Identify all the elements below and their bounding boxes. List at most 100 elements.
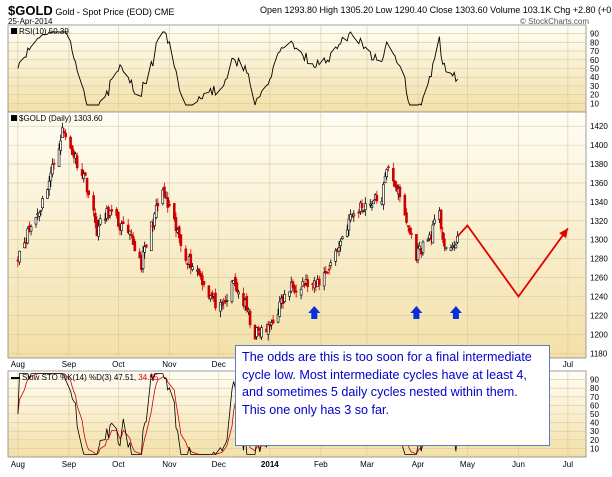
candle-body [84, 172, 87, 176]
price-tick-label: 1280 [590, 255, 608, 264]
candle-body [131, 235, 135, 245]
candle-body [364, 203, 367, 211]
sto-tick-label: 70 [590, 393, 599, 402]
candle-body [87, 190, 90, 195]
candle-body [392, 168, 395, 182]
sto-x-tick-label: Mar [360, 460, 374, 469]
candle-body [219, 302, 222, 312]
candle-body [18, 250, 21, 263]
candle-body [184, 248, 188, 261]
candle-body [57, 148, 61, 168]
candle-body [174, 217, 178, 231]
sto-x-tick-label: Jun [512, 460, 525, 469]
price-x-tick-label: Oct [112, 360, 125, 369]
candle-body [39, 210, 43, 212]
candle-body [395, 184, 398, 192]
candle-body [340, 236, 344, 240]
cycle-low-arrow-icon [449, 306, 462, 319]
candle-body [126, 224, 130, 233]
sto-x-tick-label: Jul [563, 460, 573, 469]
watermark: © StockCharts.com [520, 17, 590, 26]
candle-body [143, 246, 146, 253]
candle-body [329, 262, 333, 267]
cycle-low-arrow-icon [410, 306, 423, 319]
candle-body [108, 210, 112, 216]
price-tick-label: 1320 [590, 217, 608, 226]
candle-body [416, 247, 420, 261]
legend-swatch-icon [11, 28, 17, 34]
candle-body [130, 234, 133, 237]
candle-body [247, 309, 250, 313]
candle-body [368, 203, 372, 206]
rsi-tick-label: 50 [590, 65, 599, 74]
sto-tick-label: 50 [590, 410, 599, 419]
candle-body [189, 253, 193, 269]
candle-body [97, 225, 100, 237]
candle-body [451, 245, 454, 248]
candle-body [317, 278, 321, 286]
candle-body [410, 232, 413, 235]
candle-body [199, 273, 202, 277]
candle-body [408, 227, 412, 234]
candle-body [202, 280, 206, 285]
candle-body [278, 301, 282, 317]
price-tick-label: 1200 [590, 330, 608, 339]
candle-body [260, 327, 263, 338]
price-x-tick-label: Jul [563, 360, 573, 369]
candle-body [362, 210, 365, 212]
candle-body [255, 327, 258, 338]
candle-body [293, 285, 296, 293]
candle-body [69, 136, 72, 149]
candle-body [151, 224, 155, 228]
candle-body [230, 281, 234, 302]
arrow-layer [308, 306, 462, 319]
price-tick-label: 1340 [590, 198, 608, 207]
candle-body [154, 205, 158, 218]
candle-body [85, 177, 89, 193]
candle-body [398, 186, 402, 198]
candle-body [235, 282, 239, 292]
candle-body [449, 247, 453, 252]
rsi-tick-label: 70 [590, 47, 599, 56]
candle-body [46, 189, 49, 199]
candle-body [220, 303, 224, 306]
candle-body [141, 251, 145, 269]
price-x-tick-label: Dec [212, 360, 226, 369]
candle-body [352, 213, 356, 217]
sto-tick-label: 30 [590, 427, 599, 436]
candle-body [418, 245, 421, 250]
candle-body [103, 218, 107, 221]
candle-body [294, 290, 298, 293]
exchange: CME [154, 7, 175, 17]
candle-body [248, 311, 252, 326]
candle-body [360, 203, 364, 208]
candle-body [337, 247, 341, 252]
candle-body [82, 173, 86, 179]
candle-body [299, 288, 303, 296]
rsi-legend: RSI(10) 50.39 [11, 27, 69, 36]
candle-body [405, 212, 408, 223]
candle-body [29, 226, 33, 232]
rsi-tick-label: 60 [590, 56, 599, 65]
candle-body [117, 211, 120, 227]
sto-x-tick-label: Oct [112, 460, 125, 469]
sto-tick-label: 60 [590, 401, 599, 410]
candle-body [245, 296, 249, 311]
sto-tick-label: 10 [590, 444, 599, 453]
rsi-tick-label: 90 [590, 30, 599, 39]
candle-body [145, 244, 148, 248]
price-legend: $GOLD (Daily) 1303.60 [11, 114, 103, 123]
candle-body [153, 213, 156, 227]
candle-body [156, 203, 160, 207]
candle-body [387, 166, 390, 169]
candle-body [26, 228, 30, 244]
candle-body [266, 324, 270, 335]
candle-body [347, 218, 351, 231]
candle-body [322, 272, 326, 287]
projection-line [456, 224, 569, 299]
candle-body [443, 238, 446, 247]
candle-body [271, 319, 275, 324]
candle-body [431, 224, 435, 244]
candle-body [439, 209, 443, 230]
price-tick-label: 1220 [590, 311, 608, 320]
